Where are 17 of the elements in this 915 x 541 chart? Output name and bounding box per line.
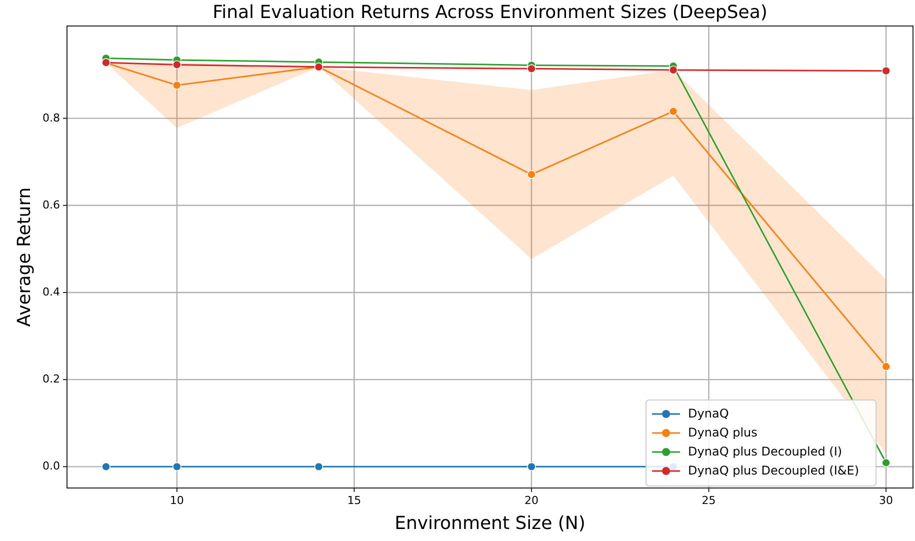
legend-label: DynaQ plus Decoupled (I&E) xyxy=(688,463,860,478)
y-tick-label: 0.8 xyxy=(42,111,60,124)
x-axis-title: Environment Size (N) xyxy=(394,513,586,534)
legend-label: DynaQ plus xyxy=(688,425,758,440)
y-tick-label: 0.4 xyxy=(42,285,60,299)
y-axis-title: Average Return xyxy=(14,187,35,327)
y-tick-label: 0.2 xyxy=(42,372,60,386)
y-tick-label: 0.6 xyxy=(42,198,60,212)
x-tick-label: 15 xyxy=(347,494,362,507)
x-tick-label: 30 xyxy=(879,494,894,507)
legend-label: DynaQ xyxy=(688,406,729,420)
x-tick-label: 25 xyxy=(702,494,716,507)
x-tick-label: 10 xyxy=(170,494,184,507)
x-tick-label: 20 xyxy=(524,494,538,507)
chart-title: Final Evaluation Returns Across Environment Sizes (DeepSea) xyxy=(212,2,768,23)
legend-label: DynaQ plus Decoupled (I) xyxy=(688,444,842,458)
y-tick-label: 0.0 xyxy=(42,460,60,473)
